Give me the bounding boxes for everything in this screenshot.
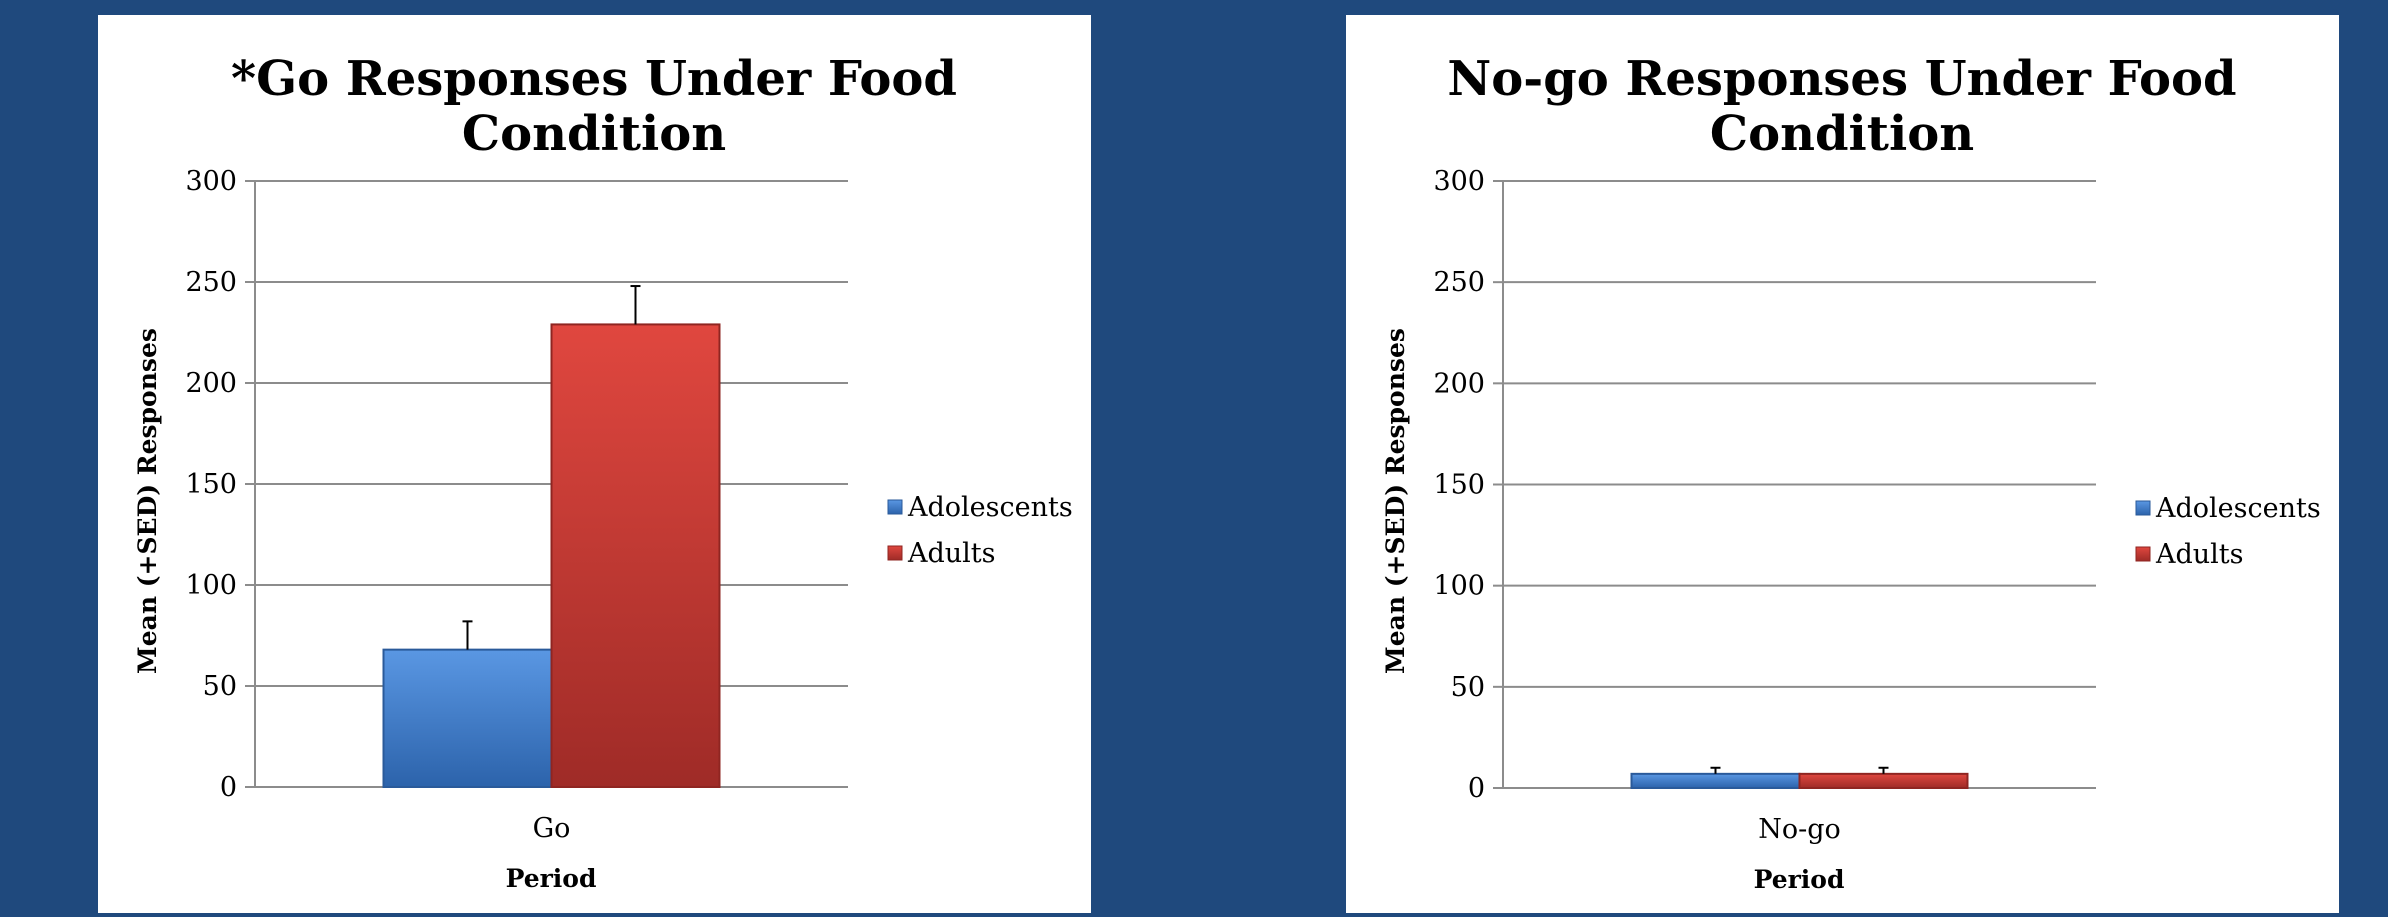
chart-title-line-2: Condition xyxy=(1710,106,1974,162)
x-axis-label: Period xyxy=(506,864,597,893)
chart-panel-go: *Go Responses Under Food Condition Mean … xyxy=(98,15,1091,913)
legend: Adolescents Adults xyxy=(2135,493,2321,570)
nogo-responses-chart: No-go Responses Under Food Condition Mea… xyxy=(1381,51,2321,894)
go-responses-chart: *Go Responses Under Food Condition Mean … xyxy=(133,51,1073,893)
y-tick-label: 250 xyxy=(1433,267,1485,298)
plot-area: 0 50 100 150 200 250 300 Go xyxy=(185,166,848,844)
legend: Adolescents Adults xyxy=(887,492,1073,569)
y-tick-label: 50 xyxy=(203,671,237,702)
bar-adolescents xyxy=(1630,772,1801,790)
legend-label-adolescents: Adolescents xyxy=(907,492,1073,523)
y-tick-label: 100 xyxy=(1433,571,1485,602)
chart-title-line-2: Condition xyxy=(462,106,726,162)
y-tick-label: 200 xyxy=(1433,368,1485,399)
y-tick-label: 0 xyxy=(1468,773,1485,804)
y-tick-label: 200 xyxy=(185,368,237,399)
legend-label-adolescents: Adolescents xyxy=(2155,493,2321,524)
y-tick-label: 300 xyxy=(185,166,237,197)
legend-label-adults: Adults xyxy=(907,538,996,569)
bar-adults xyxy=(550,323,721,788)
y-tick-label: 150 xyxy=(185,469,237,500)
y-tick-label: 50 xyxy=(1451,672,1485,703)
y-axis-label: Mean (+SED) Responses xyxy=(1381,328,1410,674)
y-tick-label: 250 xyxy=(185,267,237,298)
x-tick-label: Go xyxy=(533,813,571,844)
legend-swatch-adults xyxy=(887,545,903,561)
x-axis-label: Period xyxy=(1754,865,1845,894)
legend-label-adults: Adults xyxy=(2155,539,2244,570)
chart-title-line-1: *Go Responses Under Food xyxy=(231,51,957,107)
bar-adults xyxy=(1798,772,1969,790)
legend-swatch-adults xyxy=(2135,546,2151,562)
x-tick-label: No-go xyxy=(1758,814,1841,845)
chart-panel-nogo: No-go Responses Under Food Condition Mea… xyxy=(1346,15,2339,913)
y-tick-label: 300 xyxy=(1433,166,1485,197)
y-axis-label: Mean (+SED) Responses xyxy=(133,328,162,674)
bar-adolescents xyxy=(382,648,553,789)
y-tick-label: 0 xyxy=(220,772,237,803)
chart-title-line-1: No-go Responses Under Food xyxy=(1447,51,2236,107)
y-tick-label: 100 xyxy=(185,570,237,601)
legend-swatch-adolescents xyxy=(2135,500,2151,516)
legend-swatch-adolescents xyxy=(887,499,903,515)
y-tick-label: 150 xyxy=(1433,470,1485,501)
plot-area: 0 50 100 150 200 250 300 No-go xyxy=(1433,166,2096,845)
